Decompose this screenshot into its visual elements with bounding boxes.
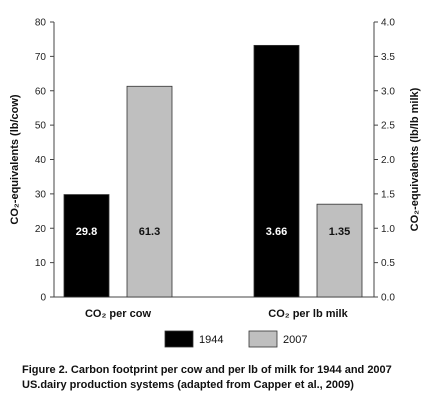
legend-swatch-1944 [164, 330, 194, 348]
legend-swatch-2007 [248, 330, 278, 348]
right-tick-label: 2.0 [381, 155, 395, 166]
left-tick-label: 70 [35, 52, 47, 63]
right-tick-label: 4.0 [381, 18, 395, 29]
bar-1944-per-cow [63, 194, 110, 298]
right-tick-label: 2.5 [381, 121, 395, 132]
bar-2007-per-lb-milk [316, 203, 363, 298]
right-tick-label: 0.5 [381, 258, 395, 269]
right-axis-title: CO₂-equivalents (lb/lb milk) [409, 87, 421, 231]
left-axis-ticks: 0 10 20 30 40 50 60 70 80 [35, 18, 54, 304]
bar-1944-per-lb-milk [253, 44, 300, 298]
left-tick-label: 40 [35, 155, 47, 166]
left-tick-label: 20 [35, 224, 47, 235]
figure-caption: Figure 2. Carbon footprint per cow and p… [22, 364, 392, 391]
right-tick-label: 0.0 [381, 293, 395, 304]
right-tick-label: 1.5 [381, 189, 395, 200]
left-tick-label: 30 [35, 189, 47, 200]
legend-label-1944: 1944 [199, 334, 223, 346]
left-tick-label: 0 [40, 293, 46, 304]
data-label: 3.66 [266, 226, 287, 238]
left-tick-label: 60 [35, 86, 47, 97]
legend-label-2007: 2007 [283, 334, 307, 346]
bars: 29.8 61.3 3.66 1.35 [63, 44, 363, 298]
data-label: 29.8 [76, 226, 97, 238]
left-axis-title: CO₂-equivalents (lb/cow) [9, 94, 21, 225]
category-labels: CO₂ per cow CO₂ per lb milk [85, 308, 349, 320]
left-tick-label: 80 [35, 18, 47, 29]
left-tick-label: 10 [35, 258, 47, 269]
legend: 1944 2007 [164, 330, 307, 348]
bar-2007-per-cow [126, 85, 173, 298]
data-label: 61.3 [139, 226, 160, 238]
right-axis-ticks: 0.0 0.5 1.0 1.5 2.0 2.5 3.0 3.5 4.0 [374, 18, 395, 304]
category-label: CO₂ per lb milk [268, 308, 348, 320]
right-tick-label: 3.0 [381, 86, 395, 97]
right-tick-label: 3.5 [381, 52, 395, 63]
category-label: CO₂ per cow [85, 308, 151, 320]
bar-chart: 0 10 20 30 40 50 60 70 80 0.0 0.5 1.0 1.5 2.0 2.5 3.0 3… [9, 18, 421, 348]
left-tick-label: 50 [35, 121, 47, 132]
data-label: 1.35 [329, 226, 350, 238]
right-tick-label: 1.0 [381, 224, 395, 235]
